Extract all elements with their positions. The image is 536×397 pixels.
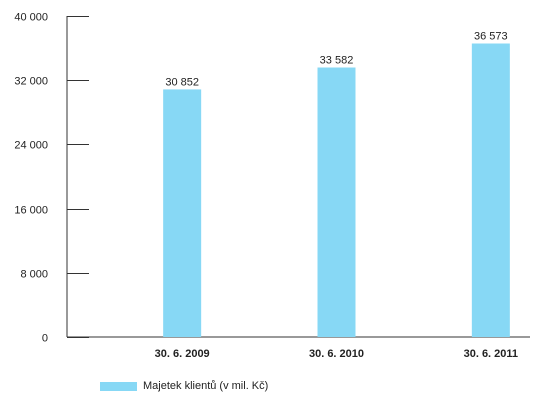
- y-axis-ticks: 0 8 000 16 000 24 000 32 000 40 000: [14, 12, 89, 345]
- x-axis-labels: 30. 6. 2009 30. 6. 2010 30. 6. 2011: [155, 348, 518, 360]
- y-tick-label: 0: [42, 333, 48, 345]
- bar: [471, 43, 510, 337]
- chart-axes: [66, 16, 530, 338]
- y-tick-label: 40 000: [14, 12, 48, 24]
- legend-swatch: [100, 381, 137, 391]
- data-label: 33 582: [320, 55, 354, 67]
- y-tick-label: 32 000: [14, 76, 48, 88]
- data-labels: 30 852 33 582 36 573: [165, 31, 507, 89]
- bar: [317, 67, 356, 337]
- y-tick-label: 8 000: [20, 269, 48, 281]
- data-label: 30 852: [165, 76, 199, 88]
- data-label: 36 573: [474, 31, 508, 43]
- x-tick-label: 30. 6. 2011: [464, 348, 518, 360]
- x-tick-label: 30. 6. 2009: [155, 348, 210, 360]
- x-tick-label: 30. 6. 2010: [309, 348, 364, 360]
- y-tick-label: 16 000: [14, 205, 48, 217]
- y-tick-label: 24 000: [14, 140, 48, 152]
- bar: [163, 89, 202, 338]
- bars: [163, 43, 510, 338]
- legend: Majetek klientů (v mil. Kč): [100, 380, 268, 392]
- legend-label: Majetek klientů (v mil. Kč): [143, 380, 269, 392]
